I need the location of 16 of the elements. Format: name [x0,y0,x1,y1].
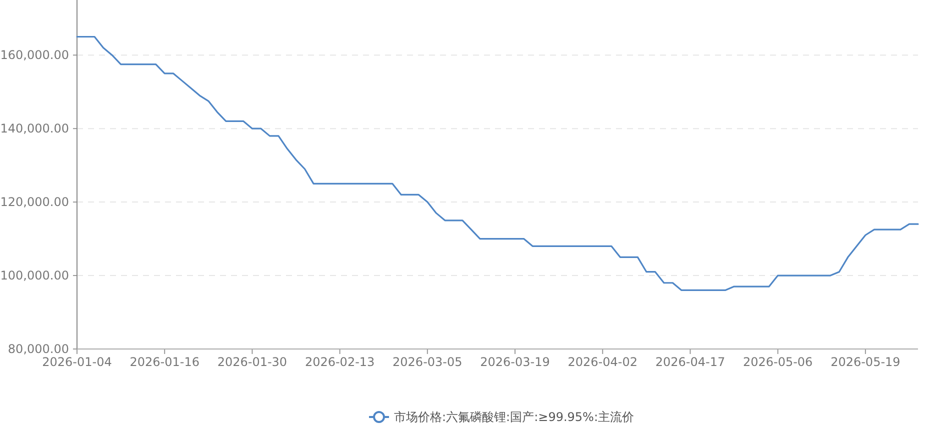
legend: 市场价格:六氟磷酸锂:国产:≥99.95%:主流价 [369,410,634,424]
x-tick-label: 2026-04-02 [568,355,638,369]
x-tick-label: 2026-01-30 [217,355,288,369]
x-tick-label: 2026-04-17 [655,355,726,369]
x-tick-label: 2026-03-05 [392,355,462,369]
x-tick-label: 2026-05-19 [830,355,900,369]
y-tick-label: 120,000.00 [0,195,69,210]
y-tick-label: 80,000.00 [8,342,69,356]
x-tick-label: 2026-01-16 [130,355,200,369]
x-tick-label: 2026-01-04 [42,355,112,369]
y-tick-label: 100,000.00 [0,268,69,283]
x-tick-label: 2026-03-19 [480,355,550,369]
y-tick-label: 160,000.00 [0,48,69,62]
x-tick-label: 2026-02-13 [304,355,375,369]
x-tick-label: 2026-05-06 [742,355,813,369]
y-tick-label: 140,000.00 [0,122,69,136]
